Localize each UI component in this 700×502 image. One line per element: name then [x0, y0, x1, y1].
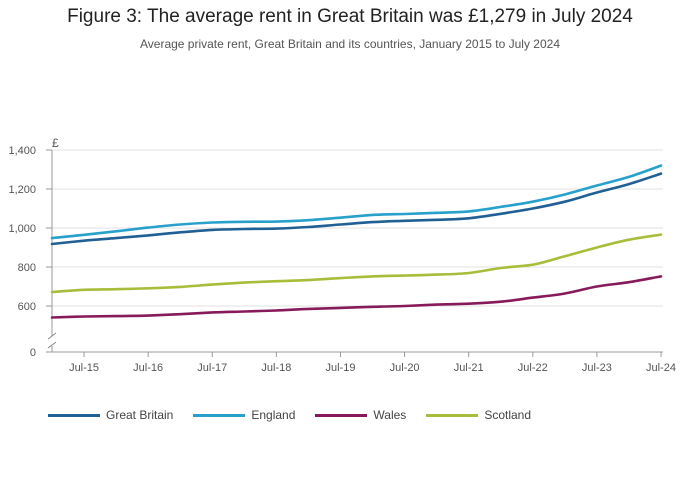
x-tick-label: Jul-20 [390, 362, 420, 374]
axis-break-mark [47, 332, 57, 340]
legend-item-great-britain[interactable]: Great Britain [48, 408, 173, 422]
legend-label: England [251, 408, 296, 422]
series-line-england [50, 164, 663, 240]
chart-subtitle: Average private rent, Great Britain and … [139, 37, 561, 51]
series-line-wales [50, 275, 663, 319]
legend-swatch [315, 413, 368, 417]
chart-title: Figure 3: The average rent in Great Brit… [67, 6, 633, 27]
legend-item-wales[interactable]: Wales [315, 408, 406, 422]
x-tick-label: Jul-18 [261, 362, 291, 374]
legend-swatch [193, 413, 246, 417]
y-tick-label: 1,000 [8, 223, 36, 235]
y-tick-label: 1,200 [8, 184, 36, 196]
y-tick-label: 1,400 [8, 145, 36, 157]
series-line-scotland [50, 233, 663, 294]
legend-label: Wales [373, 408, 407, 422]
x-tick-label: Jul-22 [518, 362, 548, 374]
x-tick-label: Jul-15 [69, 362, 99, 374]
y-axis: 0 600 800 1,000 1,200 1,400 [8, 145, 57, 359]
y-tick-label: 800 [18, 262, 36, 274]
y-tick-label: 0 [30, 347, 36, 359]
legend-swatch [48, 413, 100, 417]
legend-swatch [426, 413, 479, 417]
x-tick-label: Jul-23 [582, 362, 612, 374]
legend-label: Scotland [484, 408, 532, 422]
x-axis: Jul-15 Jul-16 Jul-17 Jul-18 Jul-19 Jul-20 Jul-… [52, 351, 676, 374]
legend-label: Great Britain [106, 408, 174, 422]
legend-item-england[interactable]: England [193, 408, 295, 422]
legend-item-scotland[interactable]: Scotland [426, 408, 531, 422]
y-axis-unit-label: £ [52, 136, 59, 150]
x-tick-label: Jul-24 [646, 362, 676, 374]
legend: Great Britain England Wales Scotland [48, 408, 551, 422]
series-line-great-britain [50, 172, 663, 246]
x-tick-label: Jul-16 [133, 362, 163, 374]
x-tick-label: Jul-21 [454, 362, 484, 374]
x-tick-label: Jul-17 [197, 362, 227, 374]
x-tick-label: Jul-19 [325, 362, 355, 374]
axis-break-mark [47, 341, 57, 349]
series-lines [50, 164, 663, 319]
y-tick-label: 600 [18, 301, 36, 313]
